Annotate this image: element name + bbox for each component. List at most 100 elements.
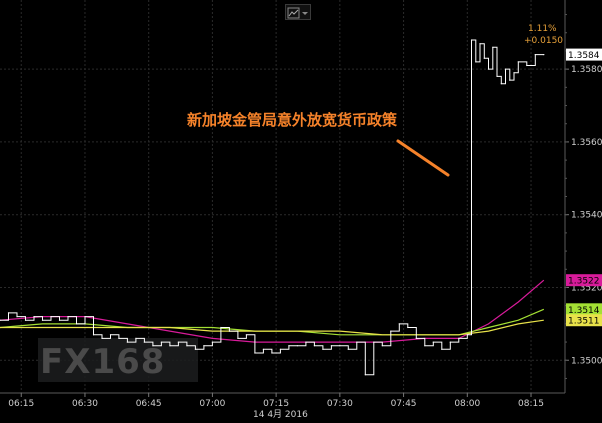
price-badge: 1.3511: [566, 314, 602, 327]
price-point: [470, 39, 473, 41]
x-tick-label: 07:00: [199, 399, 225, 409]
price-point: [381, 345, 383, 347]
price-point: [41, 319, 44, 321]
price-point: [143, 341, 145, 343]
x-tick-label: 06:15: [8, 399, 34, 409]
price-point: [254, 352, 256, 354]
x-tick-label: 06:30: [72, 399, 98, 409]
annotation-arrow: [396, 139, 450, 177]
price-point: [347, 348, 349, 350]
price-point: [517, 61, 519, 63]
x-tick-labels: 06:15 06:30 06:45 07:00 07:15 07:30 07:45 08:00…: [8, 393, 544, 409]
price-badge-box: [566, 303, 602, 316]
price-point: [152, 345, 154, 347]
price-point: [50, 316, 52, 318]
price-point: [92, 334, 95, 336]
price-point: [509, 79, 511, 81]
y-tick-label: 1.3540: [571, 211, 602, 221]
price-badge-label: 1.3511: [568, 317, 600, 327]
change-readout: 1.11% +0.0150: [524, 24, 563, 46]
ma-line-3: [0, 319, 544, 336]
watermark: FX168: [38, 338, 198, 382]
x-tick-label: 08:15: [518, 399, 544, 409]
price-point: [58, 319, 61, 321]
price-badge-box: [566, 314, 602, 327]
annotation: 新加坡金管局意外放宽货币政策: [187, 111, 450, 177]
price-point: [432, 341, 434, 343]
price-line-group: [0, 39, 545, 376]
x-tick-label: 06:45: [136, 399, 162, 409]
price-point: [398, 323, 400, 325]
price-point: [339, 345, 341, 347]
price-point: [415, 337, 417, 339]
price-point: [118, 337, 120, 339]
x-tick-label: 08:00: [454, 399, 480, 409]
price-point: [186, 345, 188, 347]
price-point: [543, 54, 545, 56]
price-point: [466, 334, 468, 336]
x-tick-label: 07:30: [327, 399, 353, 409]
price-point: [504, 68, 507, 70]
price-badge-label: 1.3522: [568, 277, 600, 287]
price-point: [313, 345, 315, 347]
price-badge: 1.3584: [566, 48, 602, 61]
price-point: [228, 330, 230, 332]
price-point: [24, 319, 27, 321]
price-point: [492, 46, 494, 48]
price-point: [373, 341, 375, 343]
price-point: [177, 341, 179, 343]
price-point: [500, 83, 502, 85]
price-point: [279, 348, 281, 350]
price-point: [407, 326, 409, 329]
price-point: [160, 341, 162, 343]
price-point: [135, 337, 137, 339]
price-badge: 1.3522: [566, 274, 602, 287]
price-badge-box: [566, 48, 602, 61]
y-tick-label: 1.3560: [571, 138, 602, 148]
price-point: [513, 72, 515, 74]
price-point: [356, 341, 358, 343]
y-tick-labels: 1.3500 1.3520 1.3540 1.3560 1.3580: [565, 14, 602, 379]
price-point: [296, 345, 298, 347]
change-pct: 1.11%: [528, 24, 557, 34]
price-point: [364, 374, 366, 376]
price-point: [483, 57, 485, 59]
price-point: [245, 334, 247, 336]
price-point: [288, 345, 290, 347]
price-point: [33, 316, 35, 318]
price-point: [237, 337, 239, 339]
price-badge-label: 1.3514: [568, 306, 600, 316]
price-point: [330, 345, 332, 347]
price-point: [305, 341, 307, 343]
price-point: [67, 316, 69, 318]
price-point: [126, 341, 128, 343]
price-point: [526, 64, 528, 67]
price-point: [534, 54, 536, 56]
y-tick-label: 1.3500: [571, 356, 602, 366]
price-point: [7, 312, 10, 314]
price-point: [194, 348, 196, 350]
price-line: [0, 39, 544, 376]
price-point: [496, 75, 498, 77]
price-point: [169, 345, 171, 347]
price-point: [84, 316, 86, 318]
price-point: [487, 68, 490, 70]
watermark-text: FX168: [40, 342, 165, 382]
price-point: [390, 330, 392, 332]
price-point: [449, 341, 451, 343]
moving-average-lines: [0, 279, 545, 343]
price-point: [479, 43, 481, 45]
price-point: [16, 316, 18, 318]
price-point: [475, 61, 477, 63]
price-point: [458, 337, 460, 339]
y-tick-label: 1.3580: [571, 65, 602, 75]
price-point: [203, 345, 205, 347]
price-point: [75, 323, 78, 325]
chart-type-icon: [287, 7, 308, 19]
price-point: [424, 345, 426, 347]
price-point: [0, 319, 1, 321]
price-badge: 1.3514: [566, 303, 602, 316]
price-point: [322, 348, 324, 350]
chart-type-button[interactable]: [285, 4, 311, 20]
